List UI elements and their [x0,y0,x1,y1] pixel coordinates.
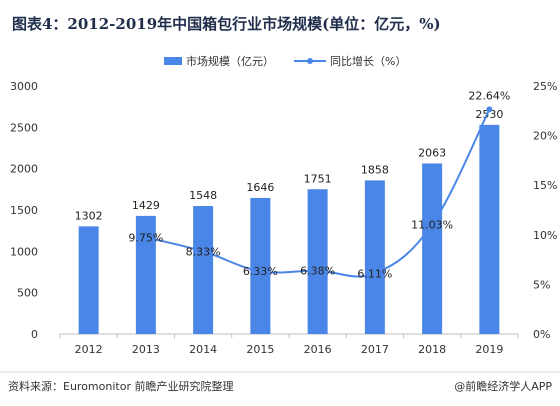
line-value-label: 9.75% [128,231,163,244]
bar-value-label: 2530 [475,108,503,121]
bar-value-label: 1302 [75,209,103,222]
line-point [200,248,207,255]
bar-value-label: 1646 [246,181,274,194]
line-value-label: 11.03% [411,219,453,232]
x-tick-label: 2018 [418,343,446,356]
line-value-label: 6.38% [300,265,335,278]
line-value-label: 6.11% [357,267,392,280]
y-right-tick-label: 5% [533,278,550,291]
line-point [429,221,436,228]
bar [479,124,500,334]
line-value-label: 8.33% [186,245,221,258]
y-left-tick-label: 2000 [10,163,38,176]
line-point [371,270,378,277]
x-tick-label: 2014 [189,343,217,356]
bar-value-label: 1858 [361,163,389,176]
y-left-tick-label: 2500 [10,121,38,134]
y-right-tick-label: 0% [533,328,550,341]
bar [364,180,385,334]
bar [78,226,99,334]
x-tick-label: 2016 [304,343,332,356]
right-axis: 0% 5% 10% 15% 20% 25% [533,80,557,341]
y-right-tick-label: 15% [533,179,557,192]
legend-bar-swatch [164,57,182,65]
y-left-tick-label: 1000 [10,245,38,258]
line-point [486,106,493,113]
y-left-tick-label: 3000 [10,80,38,93]
footer-brand: @前瞻经济学人APP [454,379,552,393]
bar [422,163,443,334]
bar [307,189,328,334]
line-value-label: 22.64% [468,89,510,102]
line-series: 9.75% 8.33% 6.33% 6.38% 6.11% 11.03% 22.64% [128,89,510,280]
footer-source: 资料来源：Euromonitor 前瞻产业研究院整理 [8,379,233,393]
chart-title: 图表4：2012-2019年中国箱包行业市场规模(单位：亿元，%) [12,15,441,33]
x-tick-label: 2013 [132,343,160,356]
x-tick-label: 2015 [246,343,274,356]
y-right-tick-label: 10% [533,229,557,242]
bar-value-label: 1429 [132,199,160,212]
line-point [314,267,321,274]
bar-value-label: 1751 [304,172,332,185]
y-left-tick-label: 500 [17,287,38,300]
legend-line-marker [307,58,313,64]
bar-value-label: 2063 [418,146,446,159]
x-axis: 2012 2013 2014 2015 2016 2017 2018 2019 [59,333,519,356]
x-tick-label: 2019 [475,343,503,356]
legend: 市场规模（亿元） 同比增长（%） [164,54,406,68]
legend-bar-label: 市场规模（亿元） [186,54,274,68]
y-right-tick-label: 25% [533,80,557,93]
bar [135,215,156,334]
line-point [142,234,149,241]
legend-line-label: 同比增长（%） [330,54,406,68]
y-left-tick-label: 1500 [10,204,38,217]
bar-value-label: 1548 [189,189,217,202]
y-right-tick-label: 20% [533,130,557,143]
bar [250,197,271,334]
line-point [257,268,264,275]
x-tick-label: 2012 [75,343,103,356]
y-left-tick-label: 0 [31,328,38,341]
x-tick-label: 2017 [361,343,389,356]
left-axis: 0 500 1000 1500 2000 2500 3000 [10,80,38,341]
bar-series: 1302 1429 1548 1646 1751 1858 2063 2530 [75,108,503,334]
line-value-label: 6.33% [243,265,278,278]
bar [193,206,214,334]
